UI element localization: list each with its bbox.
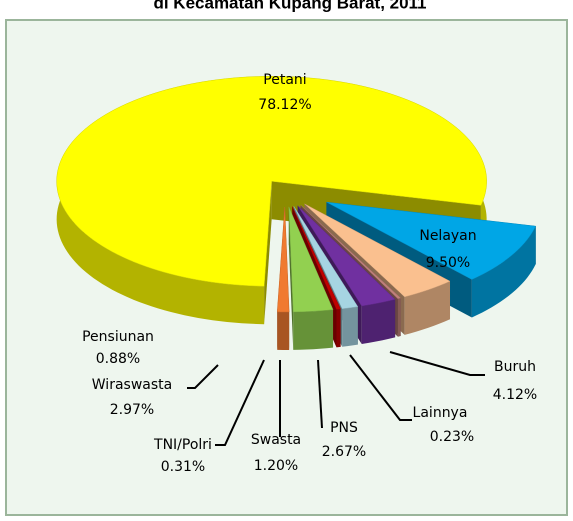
slice: [276, 206, 290, 350]
slice-name: Lainnya: [413, 405, 468, 421]
leader: [317, 359, 323, 429]
slice-top: [292, 206, 341, 310]
slice-value: 9.50%: [426, 255, 470, 271]
slice-value: 4.12%: [493, 387, 537, 403]
slice-name: Nelayan: [419, 228, 476, 244]
leader: [187, 364, 219, 389]
slice-value: 1.20%: [254, 458, 298, 474]
slice-value: 2.67%: [322, 444, 366, 460]
slice-name: Buruh: [494, 359, 536, 375]
slice-side: [288, 206, 294, 350]
slice-top: [326, 201, 537, 280]
slice-top: [288, 206, 334, 313]
chart-title: di Kecamatan Kupang Barat, 2011: [153, 0, 426, 12]
slice-wall: [336, 308, 341, 348]
slice-value: 0.88%: [96, 351, 140, 367]
slice-top: [276, 206, 290, 313]
slice-wall: [397, 298, 401, 337]
slice-top: [56, 76, 487, 287]
slice-name: TNI/Polri: [153, 437, 212, 453]
leader: [349, 354, 412, 421]
slice-top: [293, 206, 359, 309]
slice-wall: [342, 306, 358, 347]
labels: Petani 78.12% Nelayan 9.50% Buruh 4.12% Lainny…: [82, 72, 537, 475]
leader: [389, 351, 485, 376]
slice: [288, 206, 334, 350]
pie: [56, 76, 537, 350]
slice-name: Petani: [263, 72, 306, 88]
slice-name: Pensiunan: [82, 329, 154, 345]
slice-side: [264, 181, 272, 325]
slice-wall: [293, 309, 334, 350]
slice-wall: [404, 281, 451, 335]
leader: [215, 359, 265, 446]
slice-value: 0.23%: [430, 429, 474, 445]
slice-top: [300, 204, 402, 300]
slice-name: Wiraswasta: [92, 377, 172, 393]
slice-top: [304, 203, 451, 298]
slice-name: PNS: [330, 420, 358, 436]
slice-wall: [361, 299, 396, 345]
slice-wall: [471, 226, 536, 318]
slice-name: Swasta: [251, 432, 301, 448]
slice-value: 0.31%: [161, 459, 205, 475]
slice-top: [297, 205, 396, 307]
slice-value: 2.97%: [110, 402, 154, 418]
slice-value: 78.12%: [258, 97, 311, 113]
slice-wall: [277, 311, 290, 350]
